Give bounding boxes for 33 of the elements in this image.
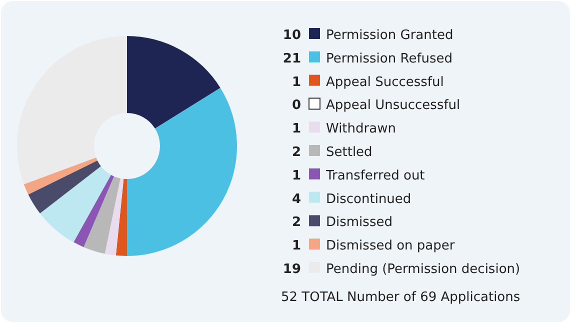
data-label: 21 [282, 51, 301, 66]
legend-label: Appeal Successful [326, 74, 444, 90]
donut-slice [24, 157, 98, 194]
data-label: 10 [282, 28, 301, 43]
donut-slice [17, 36, 127, 184]
donut-slice [74, 174, 114, 248]
data-label: 2 [292, 215, 301, 230]
donut-slice [116, 178, 127, 256]
data-label: 19 [282, 262, 301, 277]
legend-label: Pending (Permission decision) [326, 262, 520, 277]
legend-label: Settled [326, 145, 372, 160]
data-label: 1 [292, 122, 301, 137]
legend-label: Transferred out [325, 168, 425, 184]
donut-slice [127, 36, 220, 129]
data-label: 4 [292, 192, 301, 207]
legend-label: Withdrawn [326, 122, 396, 137]
legend-label: Dismissed [326, 215, 392, 230]
data-label: 1 [292, 74, 301, 90]
donut-slice [40, 166, 111, 242]
legend-label: Dismissed on paper [326, 238, 456, 254]
legend-label: Discontinued [326, 192, 412, 207]
data-label: 2 [292, 145, 301, 160]
data-label: 1 [292, 168, 301, 184]
text: 0 [292, 98, 301, 114]
donut-slice [127, 88, 237, 256]
donut-slice [28, 160, 101, 214]
legend-label: Appeal Unsuccessful [326, 98, 460, 114]
donut-slice [84, 176, 120, 254]
legend-label: Permission Granted [326, 28, 454, 43]
legend-label: Permission Refused [326, 51, 453, 66]
data-label: 1 [292, 238, 301, 254]
text: 52 TOTAL Number of 69 Applications [281, 290, 520, 305]
donut-slice [104, 178, 124, 256]
